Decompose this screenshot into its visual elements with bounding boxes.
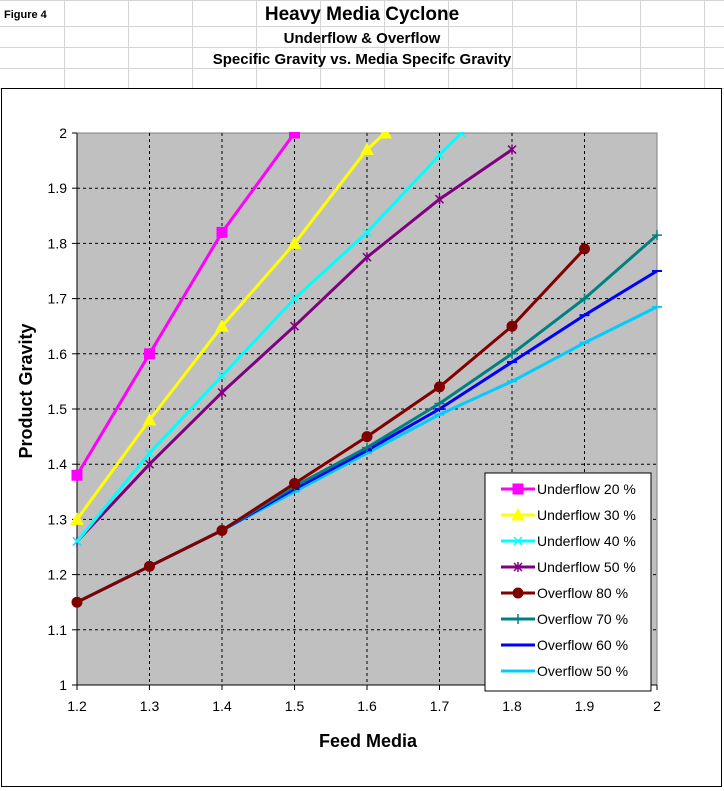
data-point	[144, 560, 155, 572]
data-point	[434, 381, 445, 393]
chart-subtitle-2: Specific Gravity vs. Media Specifc Gravi…	[212, 51, 512, 68]
x-tick-label: 1.2	[67, 698, 87, 714]
y-tick-label: 1.8	[48, 235, 68, 251]
x-tick-label: 1.4	[212, 698, 232, 714]
series-line	[75, 132, 387, 521]
data-point	[378, 132, 392, 139]
data-point	[144, 459, 155, 470]
series-line	[76, 247, 586, 604]
chart-area: 1.2 1.3 1.4 1.5 1.6 1.7 1.8 1.9 2 1 1.1 1.2 1.3 1.4 1.…	[1, 88, 722, 787]
data-point	[144, 448, 155, 458]
figure-label: Figure 4	[4, 9, 47, 21]
series-group	[70, 132, 392, 525]
y-tick-label: 1.2	[48, 567, 68, 583]
data-point	[70, 512, 84, 525]
data-point	[362, 227, 372, 237]
y-tick-label: 1.1	[48, 622, 68, 638]
x-tick-label: 1.9	[575, 698, 595, 714]
data-point	[142, 412, 157, 426]
data-point	[507, 348, 517, 359]
legend-label: Underflow 30 %	[537, 507, 636, 523]
data-point	[216, 524, 228, 536]
x-tick-label: 1.7	[430, 698, 450, 714]
data-point	[361, 431, 373, 443]
x-tick-label: 1.8	[502, 698, 522, 714]
data-point	[144, 348, 155, 360]
y-tick-label: 2	[59, 125, 67, 141]
plot-layer: 1.2 1.3 1.4 1.5 1.6 1.7 1.8 1.9 2 1 1.1 1.2 1.3 1.4 1.…	[48, 125, 662, 714]
chart-title: Heavy Media Cyclone	[264, 4, 460, 25]
data-point	[360, 142, 374, 156]
data-point	[456, 132, 466, 138]
series-group	[72, 132, 466, 547]
data-point	[72, 536, 82, 547]
data-point	[362, 252, 372, 263]
y-tick-label: 1.3	[48, 511, 68, 527]
legend-swatch-marker	[512, 483, 524, 495]
line-chart: 1.2 1.3 1.4 1.5 1.6 1.7 1.8 1.9 2 1 1.1 1.2 1.3 1.4 1.…	[16, 125, 662, 751]
data-point	[506, 320, 518, 332]
series-group	[71, 243, 590, 608]
x-tick-label: 2	[653, 698, 661, 714]
data-point	[434, 194, 445, 205]
legend-label: Underflow 50 %	[537, 559, 636, 575]
legend-label: Overflow 60 %	[537, 637, 628, 653]
y-axis-label: Product Gravity	[16, 323, 36, 458]
chart-subtitle: Underflow & Overflow	[283, 30, 441, 47]
legend-swatch-marker	[513, 536, 523, 546]
x-axis-label: Feed Media	[319, 731, 418, 751]
y-tick-label: 1.7	[48, 291, 68, 307]
data-point	[217, 387, 227, 398]
x-tick-label: 1.5	[285, 698, 305, 714]
data-point	[217, 371, 227, 381]
data-point	[215, 319, 229, 332]
series-layer	[70, 132, 662, 608]
data-point	[579, 243, 590, 255]
data-point	[289, 132, 300, 139]
data-point	[287, 236, 302, 249]
legend-label: Overflow 70 %	[537, 611, 628, 627]
legend-label: Overflow 50 %	[537, 663, 628, 679]
data-point	[579, 293, 590, 304]
data-point	[289, 478, 300, 490]
data-point	[71, 596, 83, 608]
data-point	[652, 230, 662, 241]
data-point	[289, 321, 300, 332]
legend-label: Underflow 20 %	[537, 481, 636, 497]
y-tick-label: 1.9	[48, 180, 68, 196]
y-tick-label: 1.6	[48, 346, 68, 362]
x-tick-label: 1.6	[357, 698, 377, 714]
legend-swatch-marker	[512, 587, 524, 599]
data-point	[71, 469, 83, 481]
x-tick-label: 1.3	[140, 698, 160, 714]
legend-label: Overflow 80 %	[537, 585, 628, 601]
data-point	[216, 226, 228, 238]
legend-swatch-marker	[511, 507, 525, 521]
legend-swatch-marker	[513, 614, 523, 624]
data-point	[434, 398, 445, 409]
data-point	[362, 442, 372, 453]
data-point	[507, 144, 517, 155]
y-tick-label: 1.4	[48, 456, 68, 472]
legend-swatch-marker	[513, 562, 523, 572]
legend: Underflow 20 % Underflow 30 % Underflow 40…	[484, 472, 652, 692]
series-group	[71, 132, 300, 481]
legend-label: Underflow 40 %	[537, 533, 636, 549]
y-tick-label: 1.5	[48, 401, 68, 417]
data-point	[289, 294, 300, 304]
data-point	[434, 150, 445, 160]
legend-box	[484, 472, 652, 692]
series-line	[75, 132, 296, 476]
y-tick-label: 1	[59, 677, 67, 693]
